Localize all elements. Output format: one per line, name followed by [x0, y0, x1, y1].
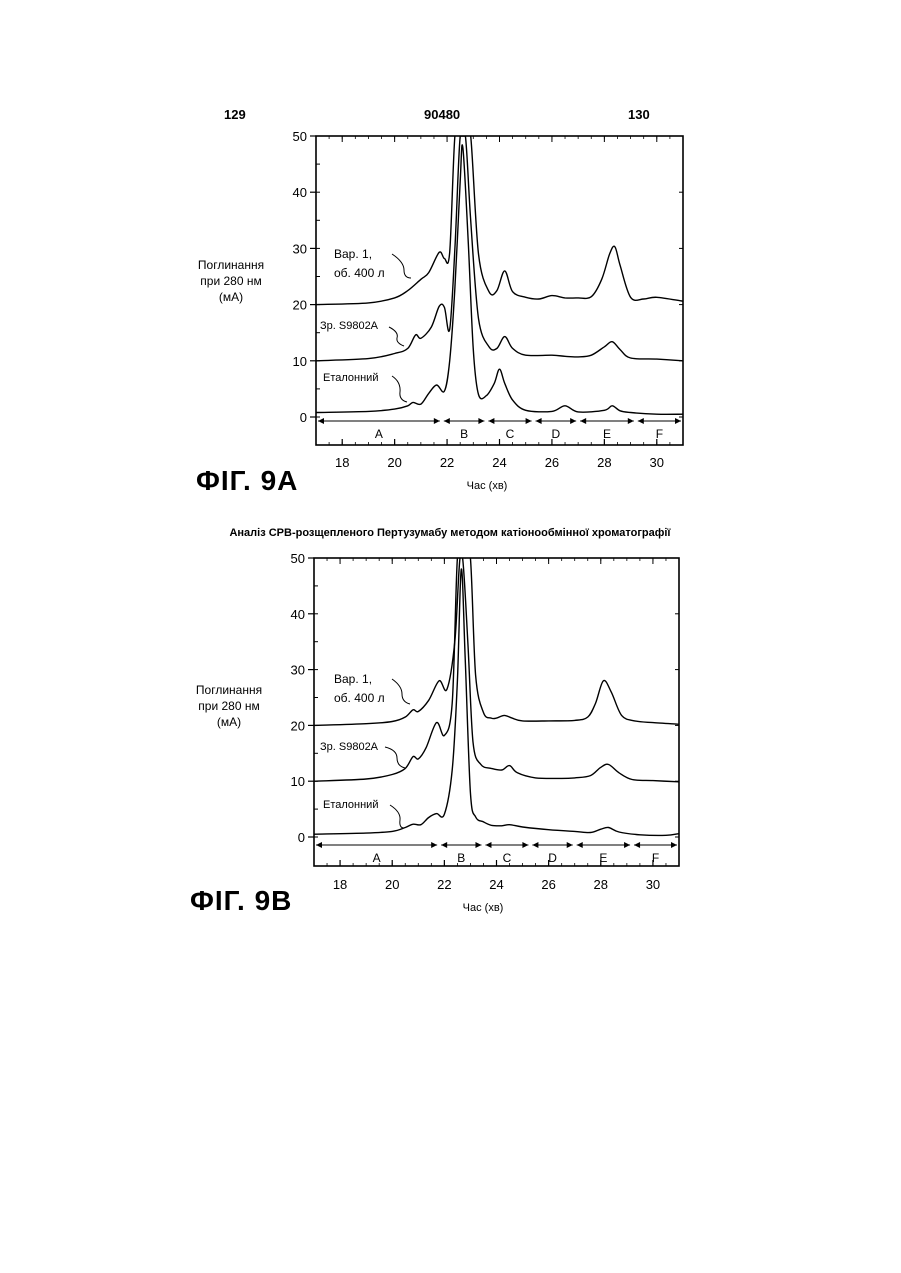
region-arrowhead-right [567, 842, 573, 848]
figure-label-9b: ФІГ. 9B [190, 885, 292, 917]
y-tick-label: 10 [291, 774, 305, 789]
region-arrowhead-left [441, 842, 447, 848]
trace-label-var1-line1: Вар. 1, [334, 672, 372, 686]
y-tick-label: 0 [298, 830, 305, 845]
y-tick-label: 50 [291, 551, 305, 566]
region-arrowhead-left [577, 842, 583, 848]
region-arrowhead-left [485, 842, 491, 848]
x-tick-label: 18 [333, 877, 347, 892]
region-label: D [548, 851, 557, 865]
region-arrowhead-right [671, 842, 677, 848]
y-tick-label: 20 [291, 718, 305, 733]
trace-label-var1-line2: об. 400 л [334, 691, 385, 705]
x-tick-label: 28 [594, 877, 608, 892]
trace-label-s9802a: Зр. S9802A [320, 741, 379, 753]
region-arrowhead-left [634, 842, 640, 848]
region-label: C [503, 851, 512, 865]
region-arrowhead-right [624, 842, 630, 848]
region-label: E [599, 851, 607, 865]
trace-label-reference: Еталонний [323, 799, 378, 811]
x-tick-label: 30 [646, 877, 660, 892]
region-arrowhead-right [475, 842, 481, 848]
region-arrowhead-left [532, 842, 538, 848]
region-label: A [373, 851, 381, 865]
x-tick-label: 26 [541, 877, 555, 892]
region-label: B [457, 851, 465, 865]
region-arrowhead-left [316, 842, 322, 848]
x-tick-label: 22 [437, 877, 451, 892]
y-tick-label: 40 [291, 607, 305, 622]
plot-frame [314, 558, 679, 866]
x-tick-label: 20 [385, 877, 399, 892]
region-label: F [652, 851, 659, 865]
region-arrowhead-right [431, 842, 437, 848]
region-arrowhead-right [522, 842, 528, 848]
label-leader-line [385, 747, 405, 768]
label-leader-line [390, 805, 404, 828]
x-tick-label: 24 [489, 877, 503, 892]
x-axis-label: Час (хв) [463, 902, 504, 914]
y-tick-label: 30 [291, 663, 305, 678]
label-leader-line [392, 679, 410, 704]
